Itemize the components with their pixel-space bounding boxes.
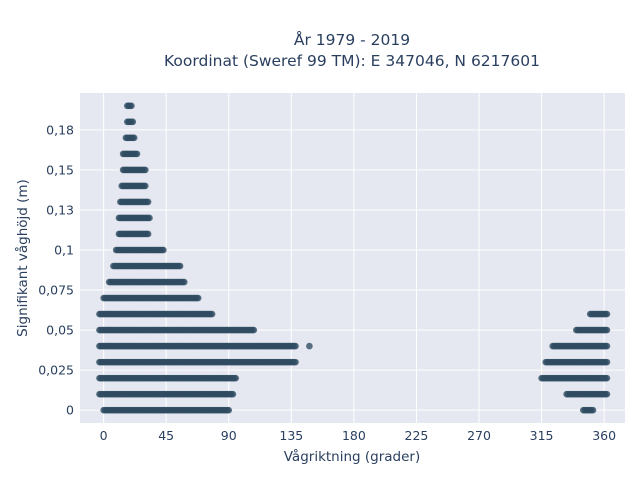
chart-title-line-2: Koordinat (Sweref 99 TM): E 347046, N 62… [164, 52, 540, 70]
data-point [130, 134, 138, 142]
data-point [229, 390, 237, 398]
chart-title-line-1: År 1979 - 2019 [294, 30, 410, 49]
grid-lines [80, 93, 625, 423]
x-axis-title: Vågriktning (grader) [284, 448, 421, 465]
data-point [142, 182, 149, 190]
data-point [144, 230, 152, 238]
data-point [142, 166, 149, 174]
data-point [306, 342, 313, 350]
data-point [128, 102, 135, 110]
x-tick-label: 45 [158, 428, 174, 443]
y-tick-label: 0,13 [46, 202, 74, 217]
x-tick-labels: 0 45 90 135 180 225 270 315 360 [100, 428, 616, 443]
data-point [603, 390, 611, 398]
data-point [292, 358, 299, 366]
y-tick-labels: 0 0,025 0,05 0,075 0,1 0,13 0,15 0,18 [38, 122, 74, 417]
data-point [232, 374, 240, 382]
x-tick-label: 225 [405, 428, 429, 443]
data-point [146, 214, 153, 222]
y-axis-title: Signifikant våghöjd (m) [14, 179, 31, 337]
data-point [133, 150, 141, 158]
x-tick-label: 315 [530, 428, 554, 443]
data-point [250, 326, 258, 334]
data-point [208, 310, 216, 318]
x-tick-label: 135 [279, 428, 303, 443]
y-tick-label: 0 [66, 403, 74, 418]
data-point [176, 262, 184, 270]
data-point [160, 246, 167, 254]
data-point [603, 326, 611, 334]
data-point [225, 406, 233, 414]
data-points [96, 102, 611, 414]
data-point [603, 310, 611, 318]
data-point [194, 294, 202, 302]
y-tick-label: 0,15 [46, 162, 74, 177]
y-tick-label: 0,05 [46, 323, 74, 338]
x-tick-label: 270 [467, 428, 491, 443]
data-point [589, 406, 597, 414]
x-tick-label: 0 [100, 428, 108, 443]
data-point [603, 358, 611, 366]
data-point [129, 118, 137, 126]
data-point [603, 374, 611, 382]
x-tick-label: 90 [221, 428, 237, 443]
y-tick-label: 0,1 [54, 242, 74, 257]
data-point [180, 278, 188, 286]
x-tick-label: 360 [592, 428, 616, 443]
y-tick-label: 0,075 [38, 283, 74, 298]
data-point [603, 342, 611, 350]
y-tick-label: 0,18 [46, 122, 74, 137]
y-tick-label: 0,025 [38, 363, 74, 378]
data-point [144, 198, 152, 206]
plot-area [80, 93, 625, 423]
data-point [292, 342, 299, 350]
x-tick-label: 180 [342, 428, 366, 443]
